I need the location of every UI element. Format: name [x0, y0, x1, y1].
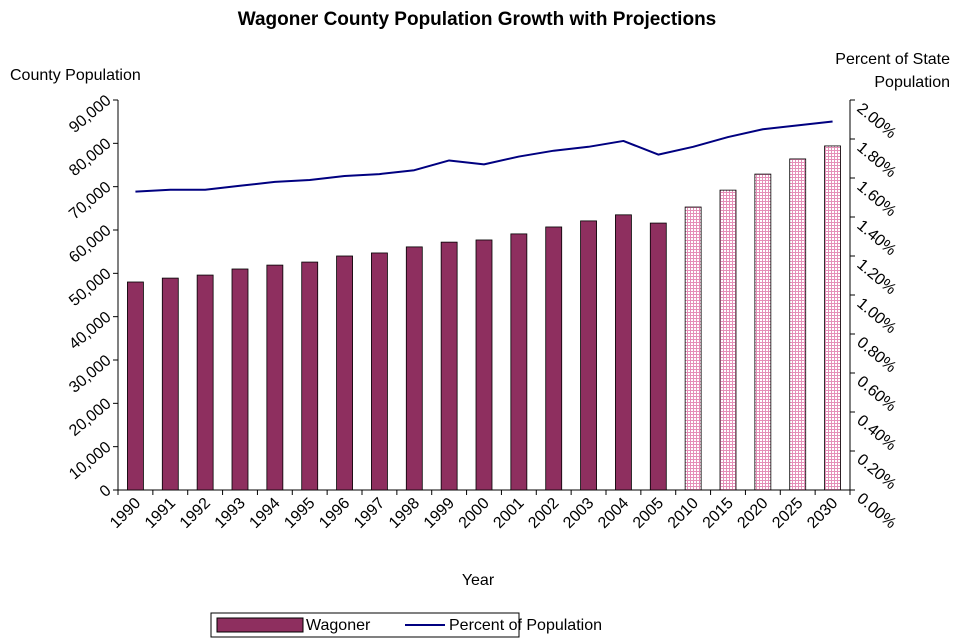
bar — [615, 214, 632, 491]
x-tick-label: 2005 — [630, 495, 667, 532]
bar — [719, 189, 737, 491]
bar — [824, 145, 841, 491]
bar — [336, 255, 353, 491]
bar — [127, 281, 144, 491]
y-tick-label: 40,000 — [66, 309, 114, 354]
x-tick-label: 1991 — [142, 495, 179, 532]
bar — [684, 206, 702, 491]
x-tick-label: 2025 — [769, 495, 806, 532]
y-tick-label: 20,000 — [66, 395, 114, 440]
bar — [580, 220, 597, 491]
y2-tick-label: 1.00% — [853, 295, 899, 337]
bar — [161, 277, 179, 491]
bar — [440, 241, 458, 491]
bar — [301, 261, 319, 491]
y2-axis-title: Percent of State Population — [835, 51, 950, 91]
x-tick-label: 2004 — [595, 495, 632, 532]
y2-tick-label: 0.40% — [853, 412, 899, 454]
x-tick-label: 1994 — [246, 495, 283, 532]
bar — [266, 264, 284, 491]
legend-label: Wagoner — [306, 617, 371, 634]
y2-tick-label: 1.60% — [853, 178, 899, 220]
y-tick-label: 70,000 — [66, 179, 114, 224]
y-tick-label: 90,000 — [66, 92, 114, 137]
x-tick-label: 1999 — [421, 495, 458, 532]
x-tick-label: 1993 — [212, 495, 249, 532]
bar — [649, 222, 667, 491]
bar — [545, 226, 563, 491]
x-tick-label: 2002 — [525, 495, 562, 532]
x-tick-label: 1996 — [316, 495, 353, 532]
x-tick-label: 2003 — [560, 495, 597, 532]
chart-title: Wagoner County Population Growth with Pr… — [238, 9, 717, 30]
x-tick-label: 2001 — [490, 495, 527, 532]
y-tick-label: 10,000 — [66, 439, 114, 484]
bar — [475, 239, 493, 491]
x-tick-label: 1990 — [107, 495, 144, 532]
x-tick-label: 1997 — [351, 495, 388, 532]
x-tick-label: 2000 — [456, 495, 493, 532]
y-axis-title: County Population — [10, 67, 141, 84]
x-axis-title: Year — [462, 572, 495, 589]
y2-tick-label: 0.60% — [853, 373, 899, 415]
y-tick-label: 30,000 — [66, 352, 114, 397]
bar — [231, 268, 249, 491]
legend-label: Percent of Population — [449, 617, 602, 634]
x-tick-label: 1998 — [386, 495, 423, 532]
bar — [405, 246, 423, 491]
y2-tick-label: 1.20% — [853, 256, 899, 298]
x-tick-label: 2015 — [700, 495, 737, 532]
bar — [196, 274, 214, 491]
y-tick-label: 50,000 — [66, 265, 114, 310]
y-tick-label: 60,000 — [66, 222, 114, 267]
x-tick-label: 2010 — [665, 495, 702, 532]
bar — [789, 158, 807, 491]
x-tick-label: 1995 — [281, 495, 318, 532]
y2-tick-label: 0.80% — [853, 334, 899, 376]
x-tick-label: 2020 — [734, 495, 771, 532]
line — [135, 120, 833, 193]
y2-tick-label: 0.20% — [853, 451, 899, 493]
y-tick-label: 0 — [97, 482, 115, 501]
x-tick-label: 1992 — [177, 495, 214, 532]
y2-tick-label: 1.40% — [853, 217, 899, 259]
legend-swatch — [216, 617, 304, 633]
y-tick-label: 80,000 — [66, 135, 114, 180]
y2-tick-label: 0.00% — [853, 490, 899, 532]
bar — [510, 233, 528, 491]
bar — [371, 252, 388, 491]
bar — [754, 173, 772, 491]
y2-tick-label: 1.80% — [853, 139, 899, 181]
x-tick-label: 2030 — [804, 495, 841, 532]
y2-tick-label: 2.00% — [853, 100, 899, 142]
